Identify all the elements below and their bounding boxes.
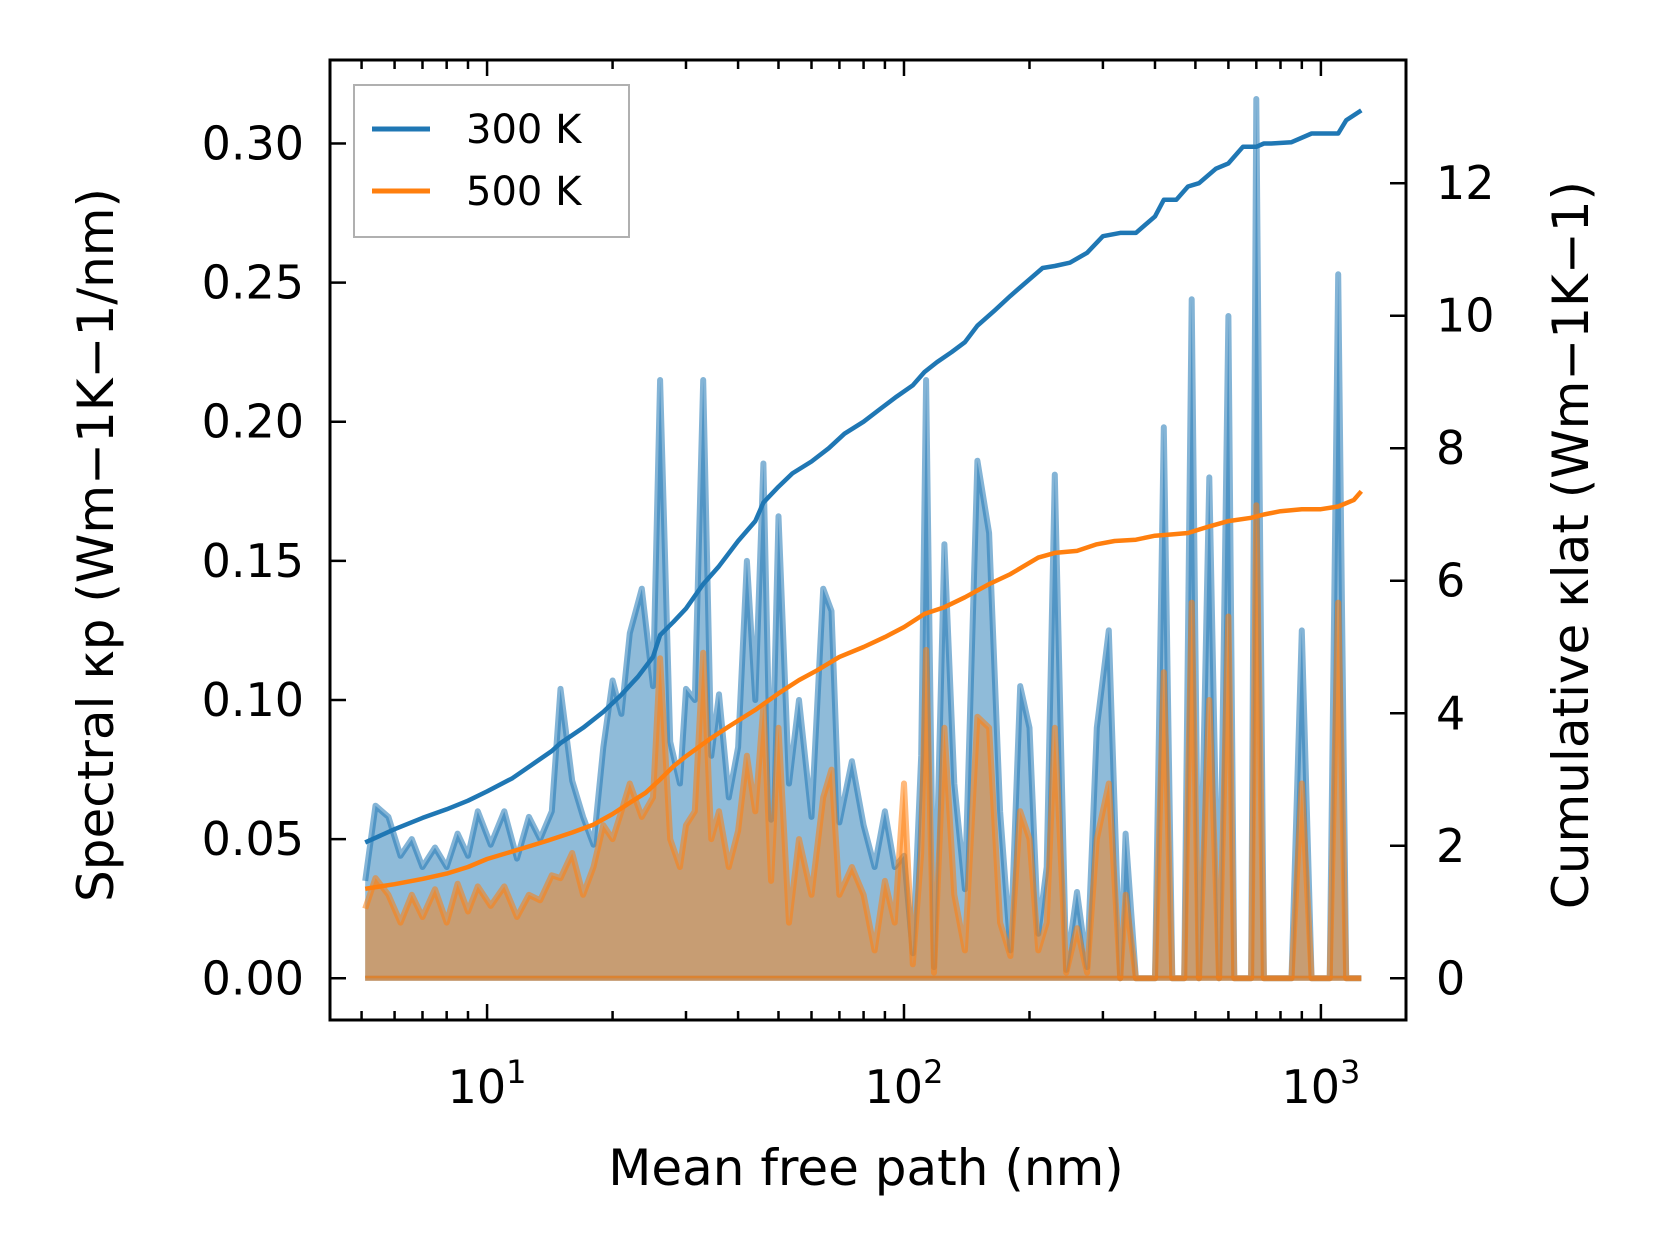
right-y-tick-label: 6 bbox=[1436, 554, 1465, 608]
right-y-tick-label: 8 bbox=[1436, 421, 1465, 475]
x-tick-label: 101 bbox=[448, 1053, 527, 1114]
right-y-axis-title: Cumulative κlat (Wm−1K−1) bbox=[1542, 181, 1600, 909]
left-y-tick-label: 0.05 bbox=[202, 812, 304, 866]
500-k-spectral-line bbox=[362, 502, 1362, 982]
x-axis-title: Mean free path (nm) bbox=[608, 1139, 1124, 1197]
legend-label-1: 500 K bbox=[466, 169, 583, 215]
left-y-tick-label: 0.15 bbox=[202, 534, 304, 588]
right-y-tick-label: 12 bbox=[1436, 156, 1495, 210]
left-y-axis-title: Spectral κp (Wm−1K−1/nm) bbox=[67, 188, 125, 902]
x-tick-exponent: 3 bbox=[1340, 1053, 1360, 1091]
left-y-tick-label: 0.20 bbox=[202, 395, 304, 449]
x-tick-exponent: 2 bbox=[923, 1053, 943, 1091]
legend-label-0: 300 K bbox=[466, 107, 583, 153]
left-y-tick-label: 0.25 bbox=[202, 256, 304, 310]
axes: 101 102 1030.000.050.100.150.200.250.30024… bbox=[202, 58, 1495, 1114]
legend: 300 K 500 K bbox=[353, 84, 630, 238]
x-tick-exponent: 1 bbox=[506, 1053, 526, 1091]
right-y-tick-label: 2 bbox=[1436, 819, 1465, 873]
legend-box bbox=[353, 84, 630, 238]
x-tick-base: 10 bbox=[448, 1060, 507, 1114]
plot-frame bbox=[328, 58, 1408, 1022]
x-tick-label: 102 bbox=[865, 1053, 944, 1114]
left-y-tick-label: 0.10 bbox=[202, 673, 304, 727]
right-y-tick-label: 10 bbox=[1436, 289, 1495, 343]
left-y-tick-label: 0.00 bbox=[202, 951, 304, 1005]
right-y-tick-label: 0 bbox=[1436, 951, 1465, 1005]
500-k-cumulative-line bbox=[364, 489, 1364, 892]
x-tick-base: 10 bbox=[1281, 1060, 1340, 1114]
300-k-cumulative-line bbox=[364, 108, 1363, 845]
x-tick-base: 10 bbox=[865, 1060, 924, 1114]
plot-area bbox=[362, 96, 1364, 982]
left-y-tick-label: 0.30 bbox=[202, 116, 304, 170]
x-tick-label: 103 bbox=[1281, 1053, 1360, 1114]
right-y-tick-label: 4 bbox=[1436, 686, 1465, 740]
